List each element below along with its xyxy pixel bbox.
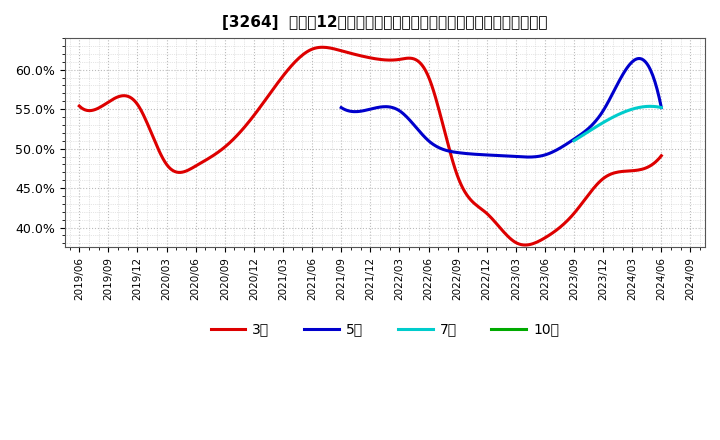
Title: [3264]  売上高12か月移動合計の対前年同期増減率の標準偏差の推移: [3264] 売上高12か月移動合計の対前年同期増減率の標準偏差の推移: [222, 15, 548, 30]
Legend: 3年, 5年, 7年, 10年: 3年, 5年, 7年, 10年: [205, 317, 564, 342]
